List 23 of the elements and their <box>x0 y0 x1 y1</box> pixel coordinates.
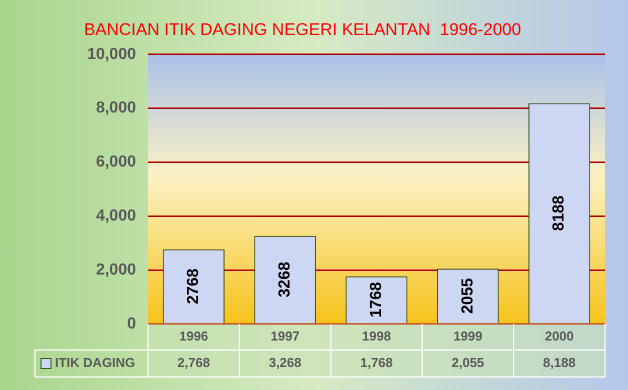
x-tick-label: 1997 <box>270 328 300 344</box>
y-tick-label: 10,000 <box>87 46 136 63</box>
annotation: 1768 <box>368 282 385 318</box>
data-label: 2,768 <box>177 355 210 370</box>
annotation: 2768 <box>185 268 202 304</box>
y-tick-label: 2,000 <box>96 261 136 278</box>
legend-label: ITIK DAGING <box>55 355 136 370</box>
annotation: 2055 <box>459 278 476 314</box>
x-tick-label: 1996 <box>179 328 208 344</box>
annotation: 3268 <box>276 262 294 298</box>
chart-title: BANCIAN ITIK DAGING NEGERI KELANTAN 1996-2000 <box>84 20 522 39</box>
y-tick-label: 6,000 <box>96 154 136 171</box>
x-tick-label: 1998 <box>362 328 391 344</box>
x-tick-label: 2000 <box>544 328 574 344</box>
y-tick-label: 0 <box>127 315 136 332</box>
y-tick-label: 8,000 <box>96 100 136 117</box>
data-label: 3,268 <box>268 355 302 370</box>
x-tick-label: 1999 <box>453 328 482 344</box>
data-label: 8,188 <box>543 355 576 370</box>
y-tick-label: 4,000 <box>96 208 136 225</box>
data-label: 2,055 <box>452 355 484 370</box>
data-label: 1,768 <box>360 355 393 370</box>
annotation: 8188 <box>550 195 568 232</box>
